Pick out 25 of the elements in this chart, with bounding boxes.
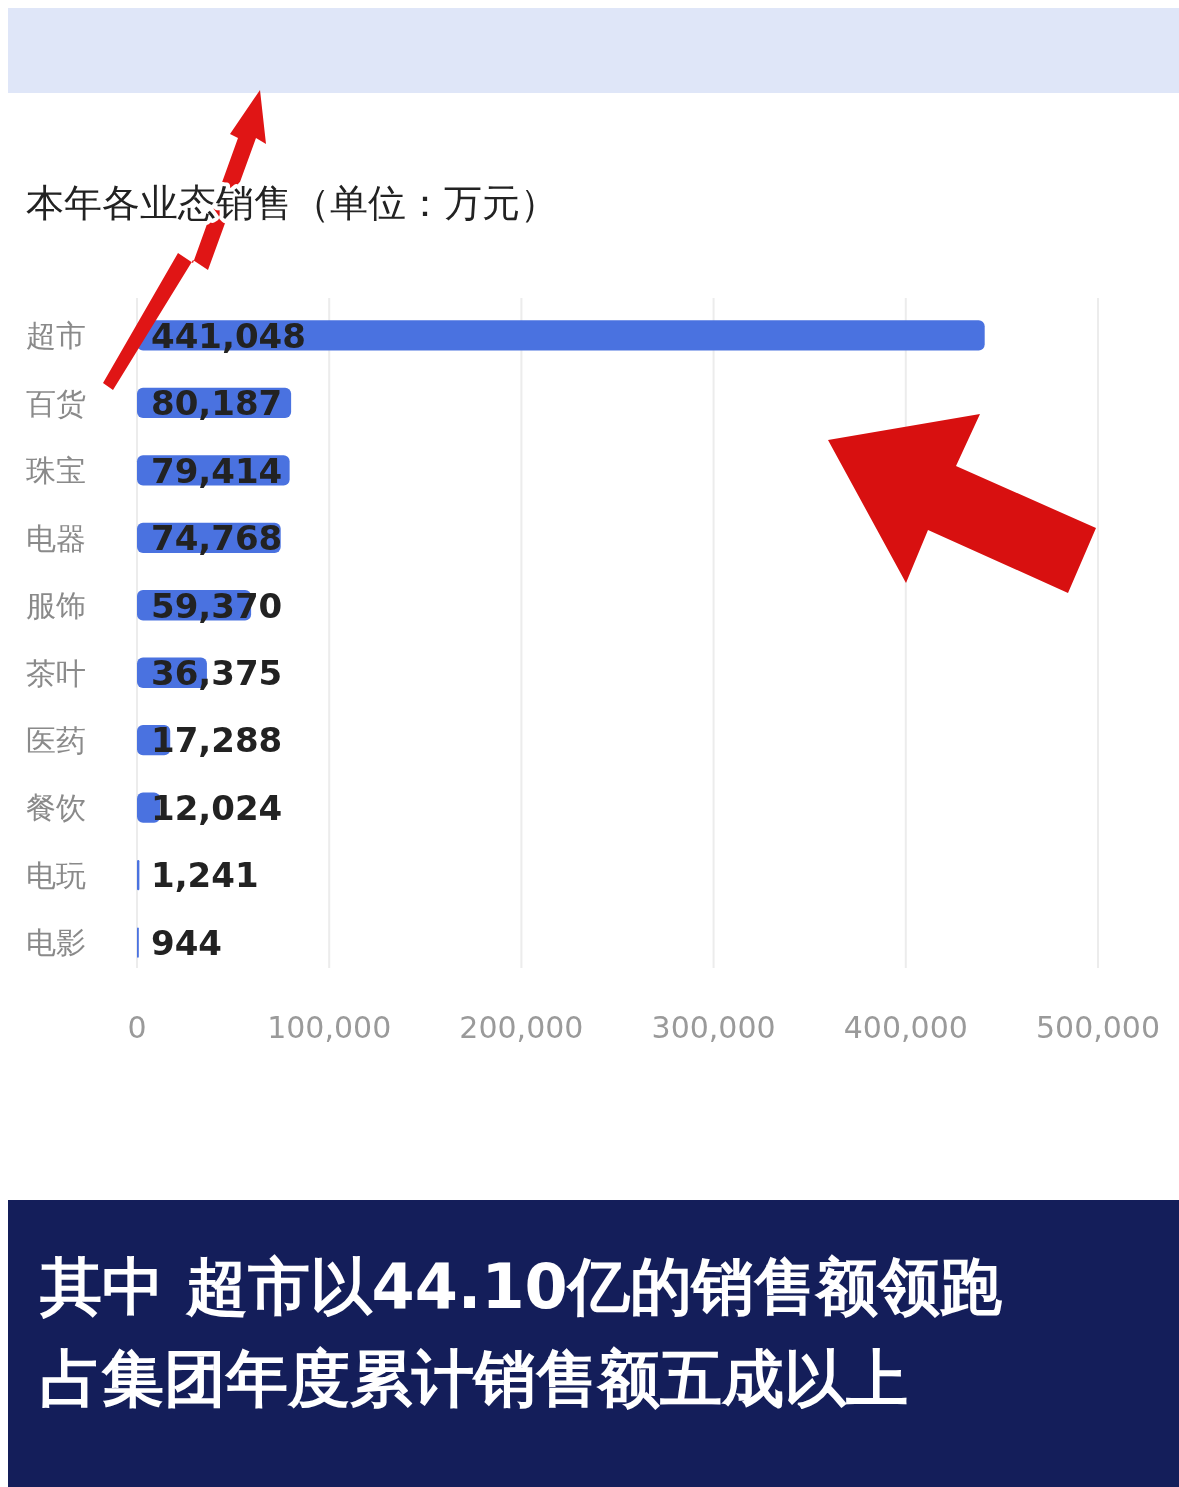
- y-tick-label: 珠宝: [26, 453, 86, 489]
- data-label: 79,414: [151, 450, 283, 491]
- data-label: 74,768: [151, 518, 283, 559]
- x-tick-label: 300,000: [651, 1010, 776, 1045]
- y-tick-label: 服饰: [26, 588, 86, 624]
- x-tick-label: 500,000: [1035, 1010, 1161, 1045]
- data-label: 944: [151, 922, 222, 963]
- y-tick-label: 超市: [26, 318, 86, 354]
- x-tick-label: 0: [127, 1010, 147, 1045]
- data-label: 1,241: [151, 855, 259, 896]
- y-tick-label: 茶叶: [26, 655, 86, 691]
- data-label: 441,048: [151, 315, 306, 356]
- y-tick-label: 餐饮: [26, 790, 86, 826]
- bar: [137, 320, 985, 351]
- text: 其中 超市以44.10亿的销售额领跑: [39, 1250, 1002, 1323]
- y-tick-label: 电影: [26, 925, 86, 961]
- y-tick-label: 百货: [26, 385, 86, 421]
- x-tick-label: 400,000: [843, 1010, 968, 1045]
- y-tick-label: 电玩: [26, 857, 86, 893]
- x-tick-label: 200,000: [459, 1010, 584, 1045]
- y-tick-label: 电器: [26, 520, 86, 556]
- data-label: 80,187: [151, 383, 283, 424]
- y-tick-label: 医药: [26, 722, 86, 758]
- text: 占集团年度累计销售额五成以上: [40, 1342, 908, 1415]
- x-tick-label: 100,000: [267, 1010, 392, 1045]
